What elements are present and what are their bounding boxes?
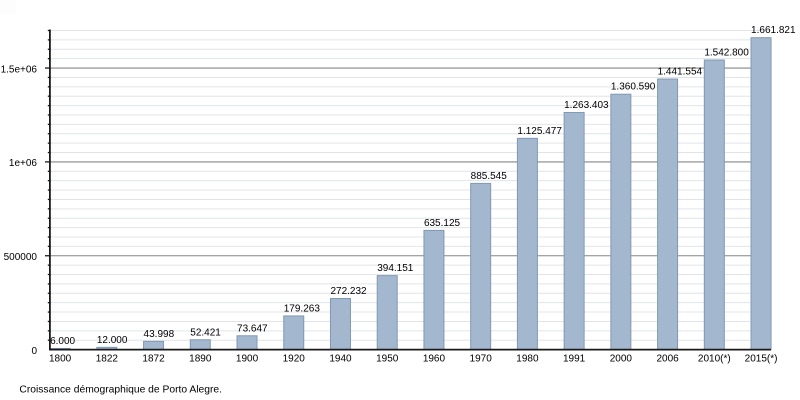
- svg-text:1800: 1800: [49, 354, 72, 365]
- svg-text:1980: 1980: [516, 354, 539, 365]
- svg-text:1920: 1920: [283, 354, 306, 365]
- svg-text:635.125: 635.125: [424, 218, 461, 229]
- svg-text:1960: 1960: [423, 354, 446, 365]
- svg-text:394.151: 394.151: [377, 263, 414, 274]
- svg-text:73.647: 73.647: [237, 323, 268, 334]
- svg-text:43.998: 43.998: [144, 329, 175, 340]
- svg-text:1872: 1872: [142, 354, 165, 365]
- svg-text:1900: 1900: [236, 354, 259, 365]
- svg-text:1950: 1950: [376, 354, 399, 365]
- svg-text:1991: 1991: [563, 354, 586, 365]
- svg-text:2006: 2006: [656, 354, 679, 365]
- svg-text:500000: 500000: [4, 252, 38, 263]
- svg-text:1.5e+06: 1.5e+06: [1, 64, 38, 75]
- svg-text:1.360.590: 1.360.590: [611, 82, 656, 93]
- svg-text:2010(*): 2010(*): [698, 354, 731, 365]
- svg-text:1.441.554: 1.441.554: [658, 67, 703, 78]
- svg-text:6.000: 6.000: [50, 336, 75, 347]
- svg-text:12.000: 12.000: [97, 335, 128, 346]
- svg-text:1e+06: 1e+06: [9, 158, 38, 169]
- svg-text:52.421: 52.421: [190, 327, 221, 338]
- svg-text:2000: 2000: [610, 354, 633, 365]
- svg-text:2015(*): 2015(*): [745, 354, 778, 365]
- svg-text:179.263: 179.263: [284, 303, 321, 314]
- svg-text:885.545: 885.545: [471, 171, 508, 182]
- svg-text:1.542.800: 1.542.800: [704, 48, 749, 59]
- svg-text:1.263.403: 1.263.403: [564, 100, 609, 111]
- svg-text:1940: 1940: [329, 354, 352, 365]
- svg-text:1970: 1970: [470, 354, 493, 365]
- svg-text:0: 0: [31, 346, 37, 357]
- svg-text:272.232: 272.232: [330, 286, 367, 297]
- svg-text:1.125.477: 1.125.477: [517, 126, 562, 137]
- svg-text:1.661.821: 1.661.821: [751, 25, 796, 36]
- svg-text:1890: 1890: [189, 354, 212, 365]
- svg-text:Croissance démographique de Po: Croissance démographique de Porto Alegre…: [19, 384, 222, 395]
- svg-text:1822: 1822: [96, 354, 119, 365]
